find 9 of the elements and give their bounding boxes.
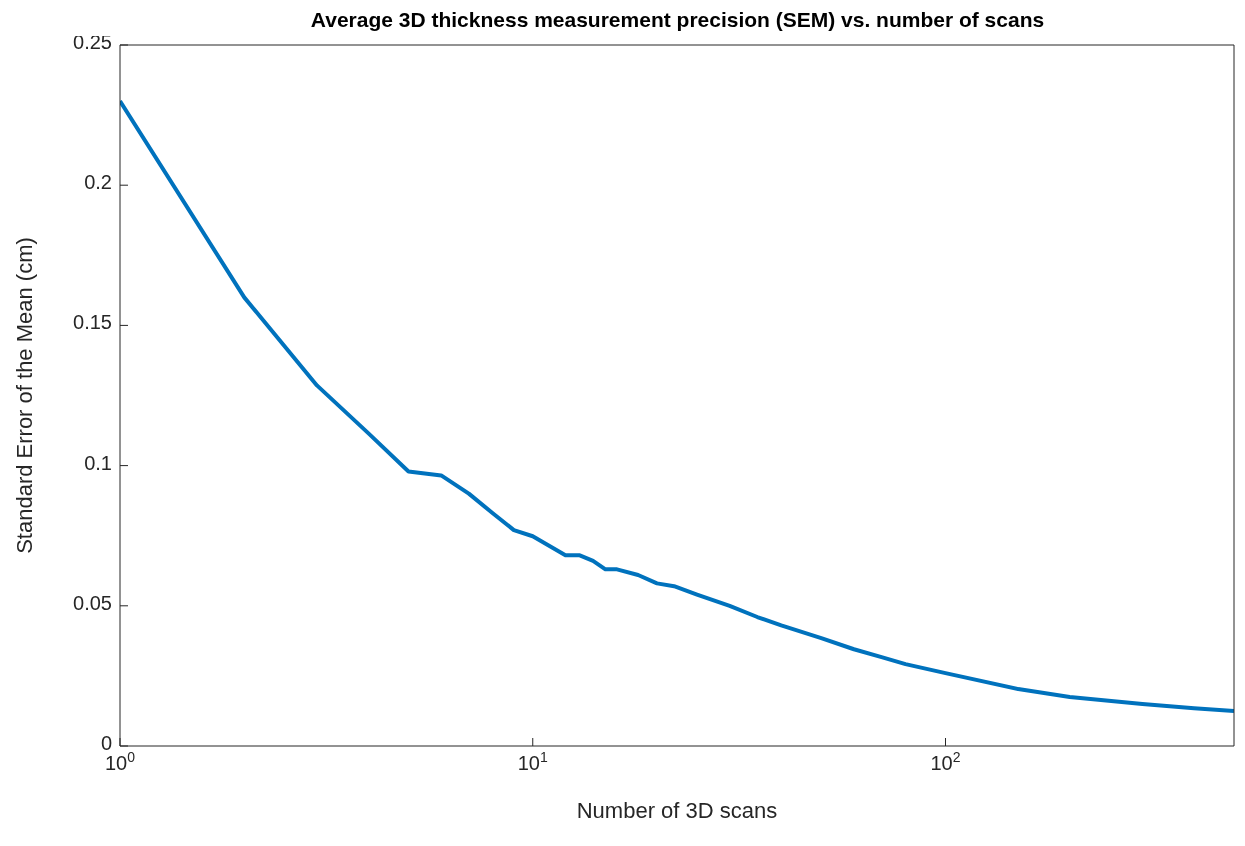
x-axis-title: Number of 3D scans — [576, 798, 778, 823]
y-tick-label: 0.1 — [84, 451, 112, 474]
y-axis-title: Standard Error of the Mean (cm) — [12, 237, 37, 554]
x-tick-label: 10$^{2}$ — [930, 749, 961, 774]
y-tick-label: 0.15 — [73, 311, 112, 334]
y-tick-label: 0.2 — [84, 171, 112, 194]
chart-title: Average 3D thickness measurement precision (SEM) vs. number of scans — [309, 8, 1046, 33]
y-tick-label: 0.05 — [73, 591, 112, 614]
x-tick-label: 10$^{1}$ — [517, 749, 548, 774]
